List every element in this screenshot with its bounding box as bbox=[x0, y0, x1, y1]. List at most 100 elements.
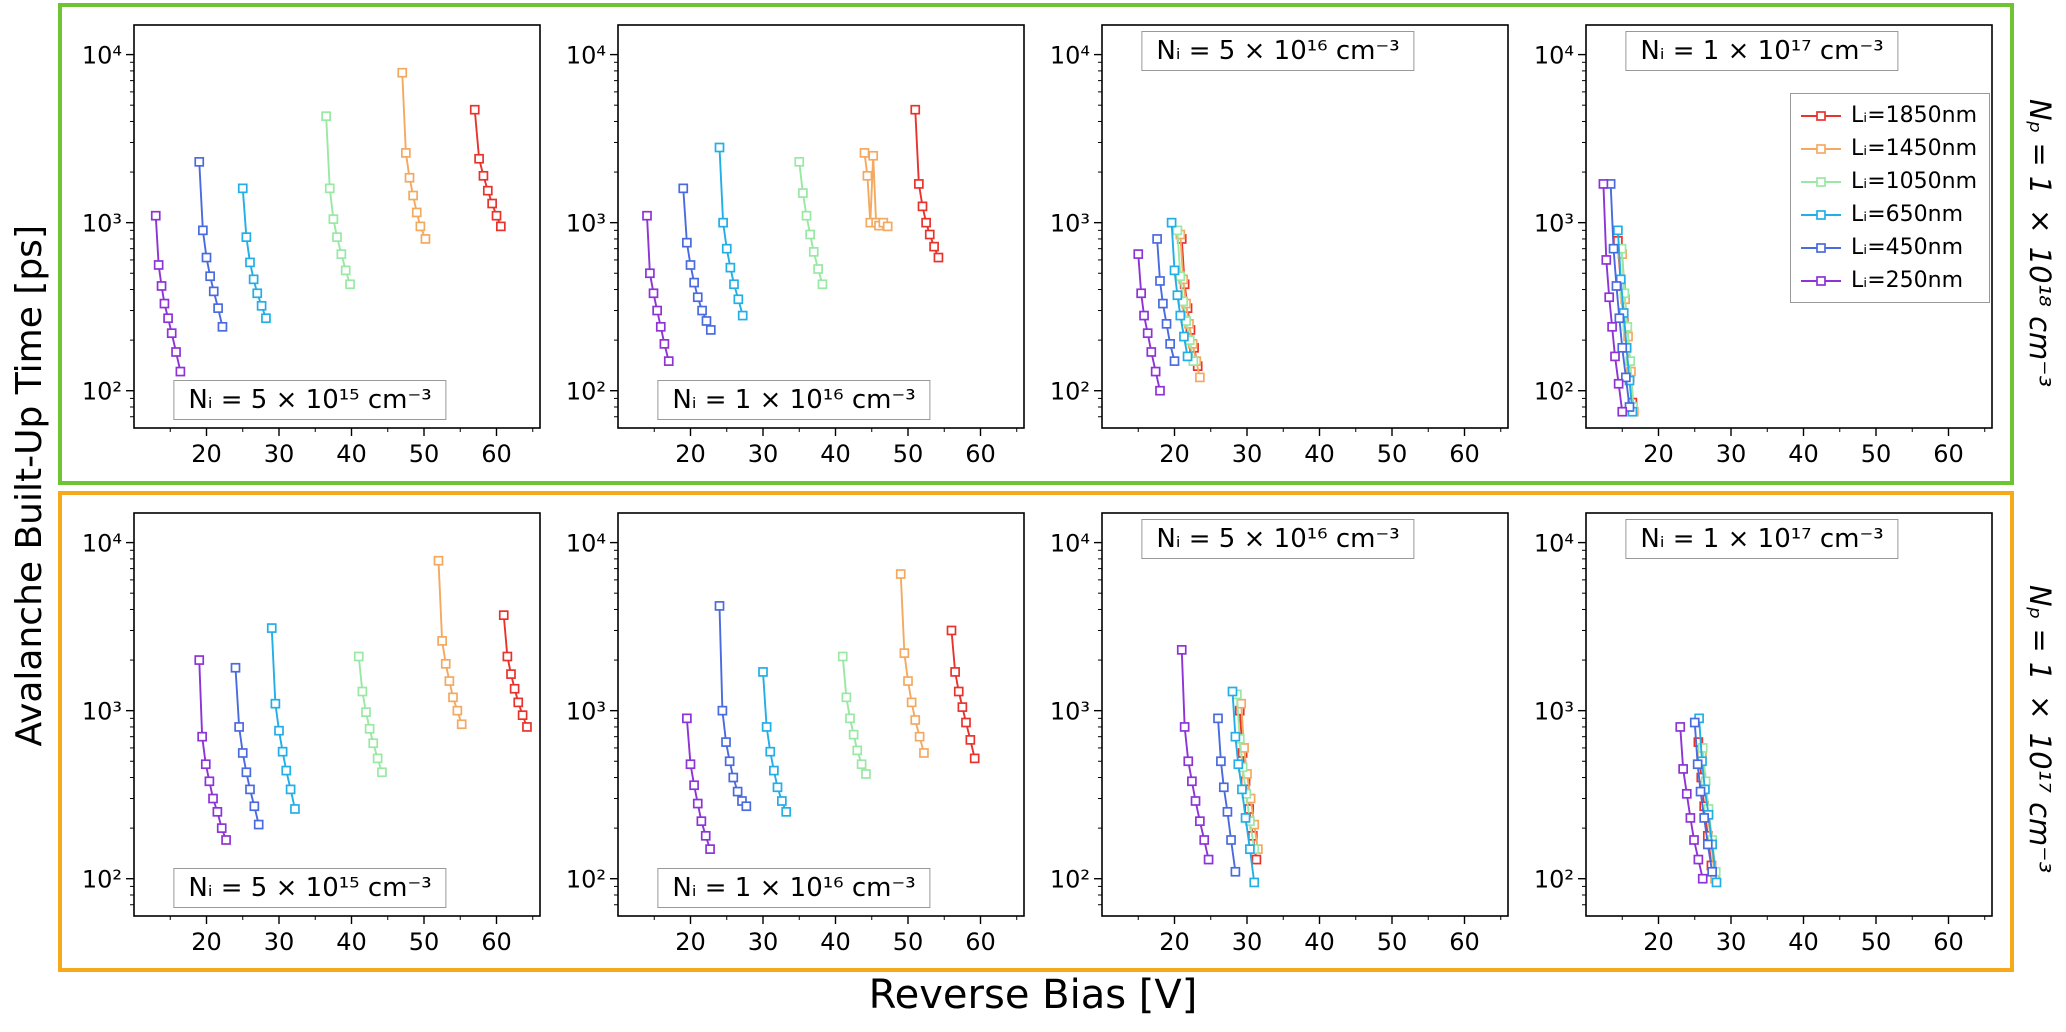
svg-text:10³: 10³ bbox=[82, 697, 122, 725]
legend-entry-label: Lᵢ=1050nm bbox=[1851, 169, 1977, 195]
svg-text:50: 50 bbox=[1861, 928, 1892, 956]
svg-text:10²: 10² bbox=[1534, 865, 1574, 893]
svg-text:60: 60 bbox=[1933, 928, 1964, 956]
svg-text:60: 60 bbox=[481, 928, 512, 956]
svg-text:10⁴: 10⁴ bbox=[82, 529, 122, 557]
svg-text:10³: 10³ bbox=[566, 697, 606, 725]
svg-text:20: 20 bbox=[1643, 928, 1674, 956]
np-label-top: Nₚ = 1 × 10¹⁸ cm⁻³ bbox=[2023, 98, 2057, 388]
subplot-r2c2-axes: 20 30 40 50 60 10² 10³ 10⁴ bbox=[566, 511, 1025, 956]
svg-text:60: 60 bbox=[481, 440, 512, 468]
svg-text:10⁴: 10⁴ bbox=[1534, 529, 1574, 557]
svg-text:60: 60 bbox=[965, 928, 996, 956]
svg-text:30: 30 bbox=[748, 440, 779, 468]
x-axis-label-row: Reverse Bias [V] bbox=[0, 972, 2066, 1032]
svg-text:30: 30 bbox=[264, 440, 295, 468]
top-row-label-cell: Nₚ = 1 × 10¹⁸ cm⁻³ bbox=[2014, 0, 2066, 486]
legend-marker-icon bbox=[1801, 275, 1842, 286]
ni-annotation: Nᵢ = 5 × 10¹⁵ cm⁻³ bbox=[173, 867, 447, 908]
svg-text:20: 20 bbox=[1159, 440, 1190, 468]
subplot-r1c2: 20 30 40 50 60 10² 10³ 10⁴ Nᵢ = 1 × 10¹⁶ cm⁻³ bbox=[552, 11, 1036, 476]
legend-entry-label: Lᵢ=250nm bbox=[1851, 268, 1964, 294]
ni-annotation: Nᵢ = 5 × 10¹⁶ cm⁻³ bbox=[1141, 518, 1415, 559]
svg-text:10²: 10² bbox=[566, 378, 606, 406]
svg-text:10²: 10² bbox=[1534, 378, 1574, 406]
bottom-row-label-cell: Nₚ = 1 × 10¹⁷ cm⁻³ bbox=[2014, 486, 2066, 972]
subplot-r2c3: 20 30 40 50 60 10² 10³ 10⁴ Nᵢ = 5 × 10¹⁶ cm⁻³ bbox=[1036, 499, 1520, 964]
svg-text:10³: 10³ bbox=[1534, 210, 1574, 238]
svg-text:10³: 10³ bbox=[1534, 697, 1574, 725]
legend-entry-label: Lᵢ=450nm bbox=[1851, 235, 1964, 261]
legend-marker-icon bbox=[1801, 242, 1842, 253]
svg-text:40: 40 bbox=[1788, 440, 1819, 468]
svg-text:30: 30 bbox=[748, 928, 779, 956]
svg-text:20: 20 bbox=[675, 440, 706, 468]
y-axis-label: Avalanche Built-Up Time [ps] bbox=[8, 225, 50, 747]
svg-text:10⁴: 10⁴ bbox=[1050, 529, 1090, 557]
svg-text:40: 40 bbox=[820, 928, 851, 956]
y-axis-label-column: Avalanche Built-Up Time [ps] bbox=[0, 0, 58, 972]
svg-text:30: 30 bbox=[1716, 440, 1747, 468]
svg-text:20: 20 bbox=[675, 928, 706, 956]
svg-text:30: 30 bbox=[264, 928, 295, 956]
svg-text:10³: 10³ bbox=[82, 210, 122, 238]
subplot-r1c2-axes: 20 30 40 50 60 10² 10³ 10⁴ bbox=[566, 24, 1025, 468]
svg-text:50: 50 bbox=[893, 928, 924, 956]
legend-entry: Lᵢ=250nm bbox=[1799, 265, 1977, 296]
legend-entry-label: Lᵢ=1450nm bbox=[1851, 136, 1977, 162]
legend-marker-icon bbox=[1801, 110, 1842, 121]
legend-entry-label: Lᵢ=1850nm bbox=[1851, 103, 1977, 129]
subplot-r1c4: 20 30 40 50 60 10² 10³ 10⁴ Nᵢ = 1 × 10¹⁷ cm⁻³ L… bbox=[1520, 11, 2004, 476]
svg-text:10³: 10³ bbox=[566, 210, 606, 238]
legend-entry: Lᵢ=1050nm bbox=[1799, 166, 1977, 197]
row-labels-column: Nₚ = 1 × 10¹⁸ cm⁻³ Nₚ = 1 × 10¹⁷ cm⁻³ bbox=[2014, 0, 2066, 972]
svg-text:40: 40 bbox=[336, 440, 367, 468]
svg-text:60: 60 bbox=[965, 440, 996, 468]
svg-text:60: 60 bbox=[1449, 440, 1480, 468]
ni-annotation: Nᵢ = 1 × 10¹⁷ cm⁻³ bbox=[1625, 518, 1899, 559]
subplot-r2c4: 20 30 40 50 60 10² 10³ 10⁴ Nᵢ = 1 × 10¹⁷ cm⁻³ bbox=[1520, 499, 2004, 964]
bottom-row-box: 20 30 40 50 60 10² 10³ 10⁴ Nᵢ = 5 × 10¹⁵ cm⁻³ 2… bbox=[58, 490, 2014, 972]
legend-entry-label: Lᵢ=650nm bbox=[1851, 202, 1964, 228]
ni-annotation: Nᵢ = 1 × 10¹⁶ cm⁻³ bbox=[657, 380, 931, 421]
subplot-r1c1: 20 30 40 50 60 10² 10³ 10⁴ Nᵢ = 5 × 10¹⁵ cm⁻³ bbox=[68, 11, 552, 476]
svg-text:40: 40 bbox=[820, 440, 851, 468]
svg-text:40: 40 bbox=[336, 928, 367, 956]
legend-entry: Lᵢ=1850nm bbox=[1799, 100, 1977, 131]
svg-text:10²: 10² bbox=[566, 865, 606, 893]
subplot-r1c1-axes: 20 30 40 50 60 10² 10³ 10⁴ bbox=[82, 24, 541, 468]
legend-entry: Lᵢ=1450nm bbox=[1799, 133, 1977, 164]
svg-text:10³: 10³ bbox=[1050, 697, 1090, 725]
ni-annotation: Nᵢ = 1 × 10¹⁷ cm⁻³ bbox=[1625, 31, 1899, 72]
subplot-r1c4-axes: 20 30 40 50 60 10² 10³ 10⁴ bbox=[1534, 24, 1993, 468]
svg-text:10⁴: 10⁴ bbox=[82, 42, 122, 70]
svg-text:20: 20 bbox=[1643, 440, 1674, 468]
svg-text:10²: 10² bbox=[1050, 378, 1090, 406]
svg-text:50: 50 bbox=[1377, 440, 1408, 468]
ni-annotation: Nᵢ = 5 × 10¹⁶ cm⁻³ bbox=[1141, 31, 1415, 72]
svg-text:50: 50 bbox=[1861, 440, 1892, 468]
figure-main: Avalanche Built-Up Time [ps] 20 30 40 50 60 1… bbox=[0, 0, 2066, 972]
subplot-r1c3-axes: 20 30 40 50 60 10² 10³ 10⁴ bbox=[1050, 24, 1509, 468]
legend-marker-icon bbox=[1801, 209, 1842, 220]
ni-annotation: Nᵢ = 1 × 10¹⁶ cm⁻³ bbox=[657, 867, 931, 908]
subplot-r2c2: 20 30 40 50 60 10² 10³ 10⁴ Nᵢ = 1 × 10¹⁶ cm⁻³ bbox=[552, 499, 1036, 964]
svg-text:10⁴: 10⁴ bbox=[566, 42, 606, 70]
svg-text:40: 40 bbox=[1788, 928, 1819, 956]
svg-text:30: 30 bbox=[1232, 928, 1263, 956]
legend-marker-icon bbox=[1801, 176, 1842, 187]
svg-text:10²: 10² bbox=[82, 865, 122, 893]
subplot-r2c4-axes: 20 30 40 50 60 10² 10³ 10⁴ bbox=[1534, 511, 1993, 956]
legend-marker-icon bbox=[1801, 143, 1842, 154]
panels-column: 20 30 40 50 60 10² 10³ 10⁴ Nᵢ = 5 × 10¹⁵ cm⁻³ 2… bbox=[58, 0, 2014, 972]
svg-text:50: 50 bbox=[409, 440, 440, 468]
svg-text:50: 50 bbox=[1377, 928, 1408, 956]
svg-text:50: 50 bbox=[409, 928, 440, 956]
subplot-r2c3-axes: 20 30 40 50 60 10² 10³ 10⁴ bbox=[1050, 511, 1509, 956]
svg-text:10²: 10² bbox=[1050, 865, 1090, 893]
svg-text:10²: 10² bbox=[82, 378, 122, 406]
top-row-box: 20 30 40 50 60 10² 10³ 10⁴ Nᵢ = 5 × 10¹⁵ cm⁻³ 2… bbox=[58, 3, 2014, 485]
subplot-r2c1: 20 30 40 50 60 10² 10³ 10⁴ Nᵢ = 5 × 10¹⁵ cm⁻³ bbox=[68, 499, 552, 964]
svg-text:20: 20 bbox=[191, 928, 222, 956]
